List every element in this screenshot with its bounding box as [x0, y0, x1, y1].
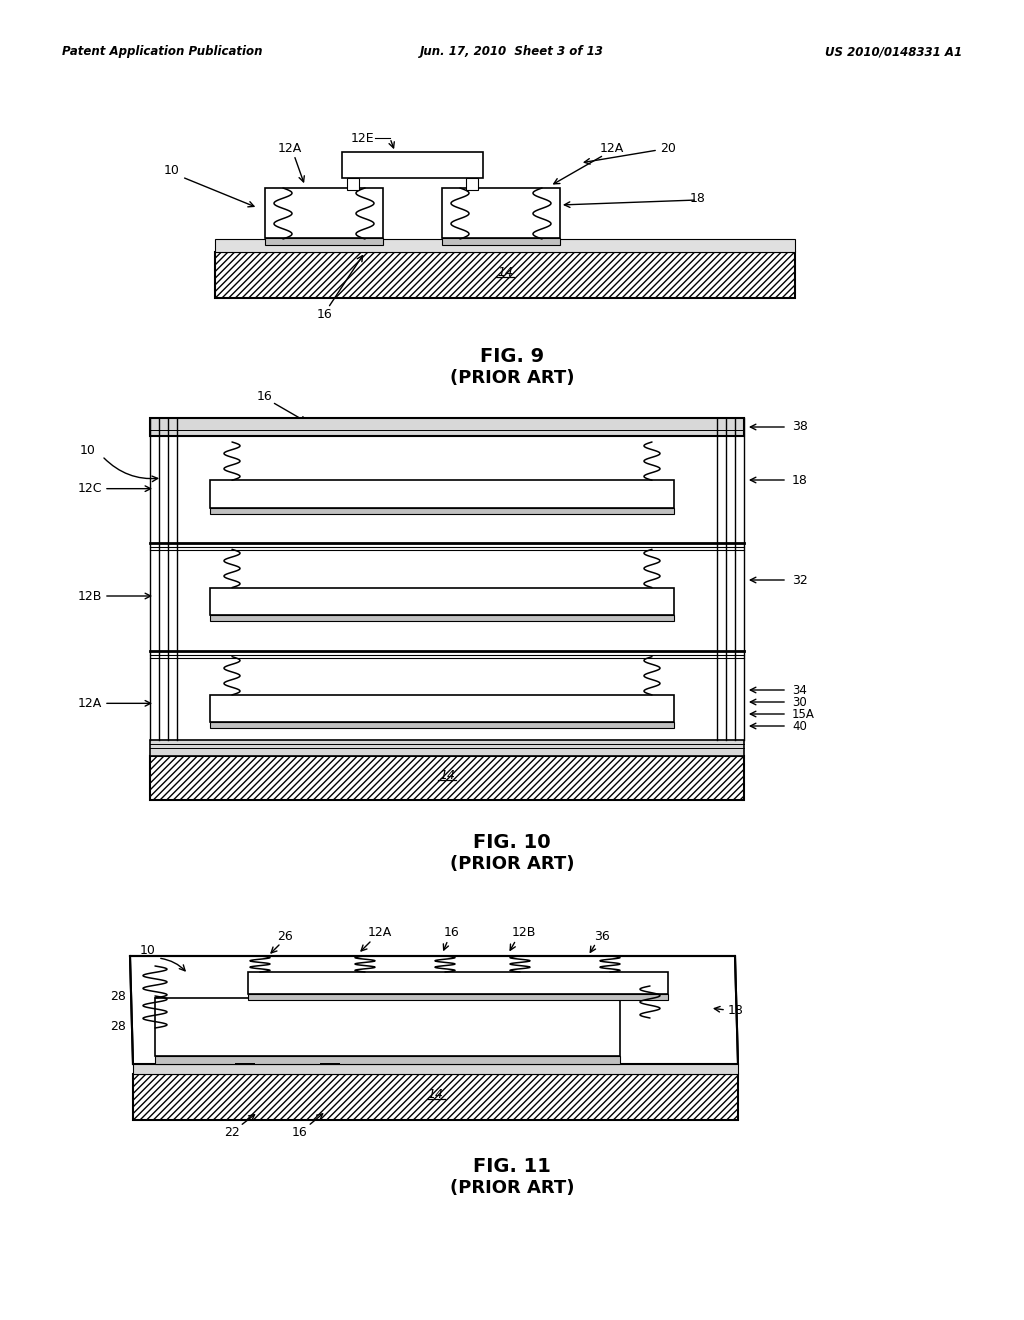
Text: 14: 14 [497, 267, 513, 280]
Text: 16: 16 [257, 389, 272, 403]
Bar [442, 238, 560, 246]
Text: 14: 14 [427, 1088, 443, 1101]
Bar [155, 998, 620, 1056]
Text: 10: 10 [164, 164, 180, 177]
Bar [210, 480, 674, 508]
Text: 12A: 12A [278, 141, 302, 154]
Bar [215, 252, 795, 298]
Text: 28: 28 [111, 1019, 126, 1032]
Text: (PRIOR ART): (PRIOR ART) [450, 855, 574, 873]
Text: 22: 22 [224, 1126, 240, 1138]
Bar [466, 178, 478, 190]
Text: 18: 18 [792, 474, 808, 487]
Text: 12A: 12A [368, 927, 392, 940]
Text: 34: 34 [792, 684, 807, 697]
Bar [210, 615, 674, 620]
Text: 12A: 12A [600, 141, 624, 154]
Text: 20: 20 [660, 141, 676, 154]
Text: 15A: 15A [792, 708, 815, 721]
Text: 16: 16 [444, 927, 460, 940]
Bar [248, 972, 668, 994]
Text: 30: 30 [792, 696, 807, 709]
Text: 16: 16 [317, 309, 333, 322]
Text: 10: 10 [80, 444, 96, 457]
Text: (PRIOR ART): (PRIOR ART) [450, 1179, 574, 1197]
Text: 38: 38 [792, 421, 808, 433]
Text: 12C: 12C [78, 482, 102, 495]
Bar [150, 756, 744, 800]
Text: 14: 14 [439, 770, 455, 783]
Bar [150, 741, 744, 756]
Bar [342, 152, 483, 178]
Bar [133, 1064, 738, 1074]
Text: 12B: 12B [78, 590, 102, 602]
Bar [210, 694, 674, 722]
Text: US 2010/0148331 A1: US 2010/0148331 A1 [825, 45, 962, 58]
Bar [347, 178, 359, 190]
Text: Patent Application Publication: Patent Application Publication [62, 45, 262, 58]
Bar [248, 994, 668, 1001]
Bar [210, 508, 674, 513]
Text: 26: 26 [278, 929, 293, 942]
Bar [150, 418, 744, 436]
Text: 28: 28 [111, 990, 126, 1002]
Text: FIG. 9: FIG. 9 [480, 346, 544, 366]
Text: 12A: 12A [78, 697, 102, 710]
Text: FIG. 10: FIG. 10 [473, 833, 551, 851]
Text: 16: 16 [292, 1126, 308, 1138]
Text: 12B: 12B [512, 927, 537, 940]
Bar [210, 587, 674, 615]
Text: FIG. 11: FIG. 11 [473, 1156, 551, 1176]
Bar [215, 239, 795, 252]
Text: 10: 10 [140, 944, 156, 957]
Text: 36: 36 [594, 929, 610, 942]
Text: (PRIOR ART): (PRIOR ART) [450, 370, 574, 387]
Text: 32: 32 [792, 573, 808, 586]
Bar [210, 722, 674, 729]
Text: 18: 18 [690, 191, 706, 205]
Text: Jun. 17, 2010  Sheet 3 of 13: Jun. 17, 2010 Sheet 3 of 13 [420, 45, 604, 58]
Text: 40: 40 [792, 719, 807, 733]
Text: 12E: 12E [350, 132, 374, 144]
Bar [265, 187, 383, 238]
Bar [265, 238, 383, 246]
Text: 18: 18 [728, 1003, 743, 1016]
Bar [133, 1074, 738, 1119]
Bar [442, 187, 560, 238]
Bar [155, 1056, 620, 1064]
